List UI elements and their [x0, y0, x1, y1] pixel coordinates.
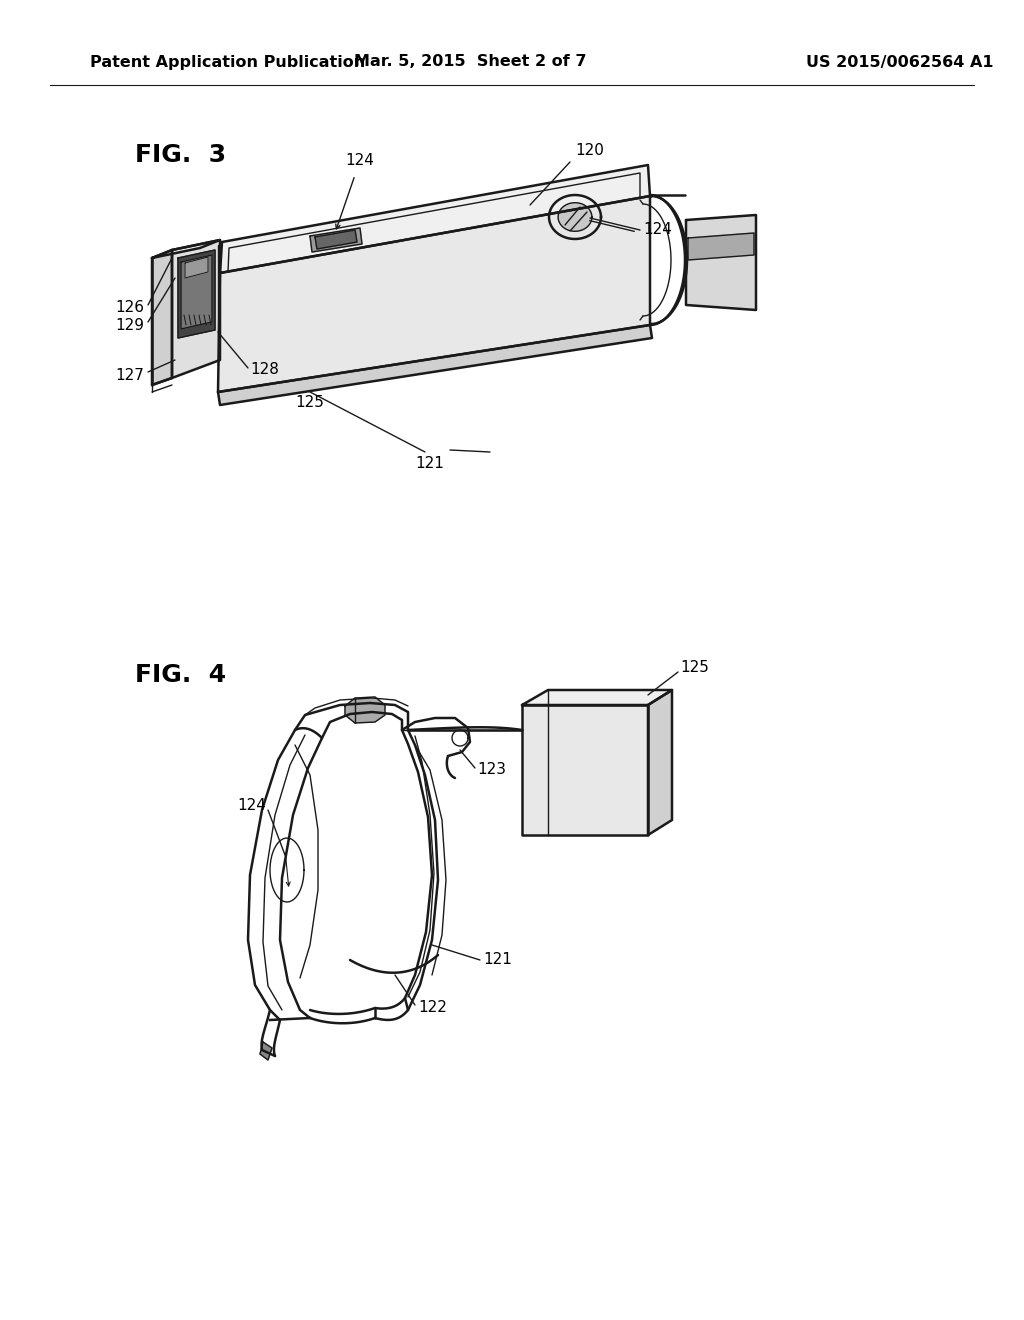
Polygon shape [558, 203, 592, 231]
Polygon shape [185, 257, 208, 279]
Text: 121: 121 [416, 455, 444, 471]
Polygon shape [260, 1041, 272, 1060]
Text: Mar. 5, 2015  Sheet 2 of 7: Mar. 5, 2015 Sheet 2 of 7 [353, 54, 587, 70]
Polygon shape [218, 325, 652, 405]
Text: 120: 120 [575, 143, 604, 158]
Text: 129: 129 [115, 318, 144, 333]
Text: US 2015/0062564 A1: US 2015/0062564 A1 [806, 54, 993, 70]
Text: Patent Application Publication: Patent Application Publication [90, 54, 366, 70]
Text: 124: 124 [345, 153, 375, 168]
Polygon shape [310, 228, 362, 252]
Polygon shape [345, 697, 385, 723]
Polygon shape [178, 249, 215, 338]
Text: 125: 125 [680, 660, 709, 676]
Text: 123: 123 [477, 763, 506, 777]
Polygon shape [220, 165, 650, 273]
Polygon shape [522, 690, 672, 705]
Polygon shape [522, 705, 648, 836]
Polygon shape [172, 240, 220, 378]
Polygon shape [152, 240, 220, 257]
Text: 122: 122 [418, 1001, 446, 1015]
Text: 124: 124 [238, 799, 266, 813]
Polygon shape [181, 255, 212, 329]
Text: 127: 127 [115, 367, 144, 383]
Text: FIG.  4: FIG. 4 [135, 663, 226, 686]
Polygon shape [686, 215, 756, 310]
Text: 126: 126 [115, 301, 144, 315]
Polygon shape [315, 230, 357, 249]
Polygon shape [688, 234, 754, 260]
Text: FIG.  3: FIG. 3 [135, 143, 226, 168]
Text: 121: 121 [483, 953, 512, 968]
Text: 124: 124 [643, 222, 672, 236]
Polygon shape [218, 195, 650, 392]
Polygon shape [152, 249, 172, 385]
Polygon shape [648, 690, 672, 836]
Text: 125: 125 [296, 395, 325, 411]
Text: 128: 128 [250, 363, 279, 378]
